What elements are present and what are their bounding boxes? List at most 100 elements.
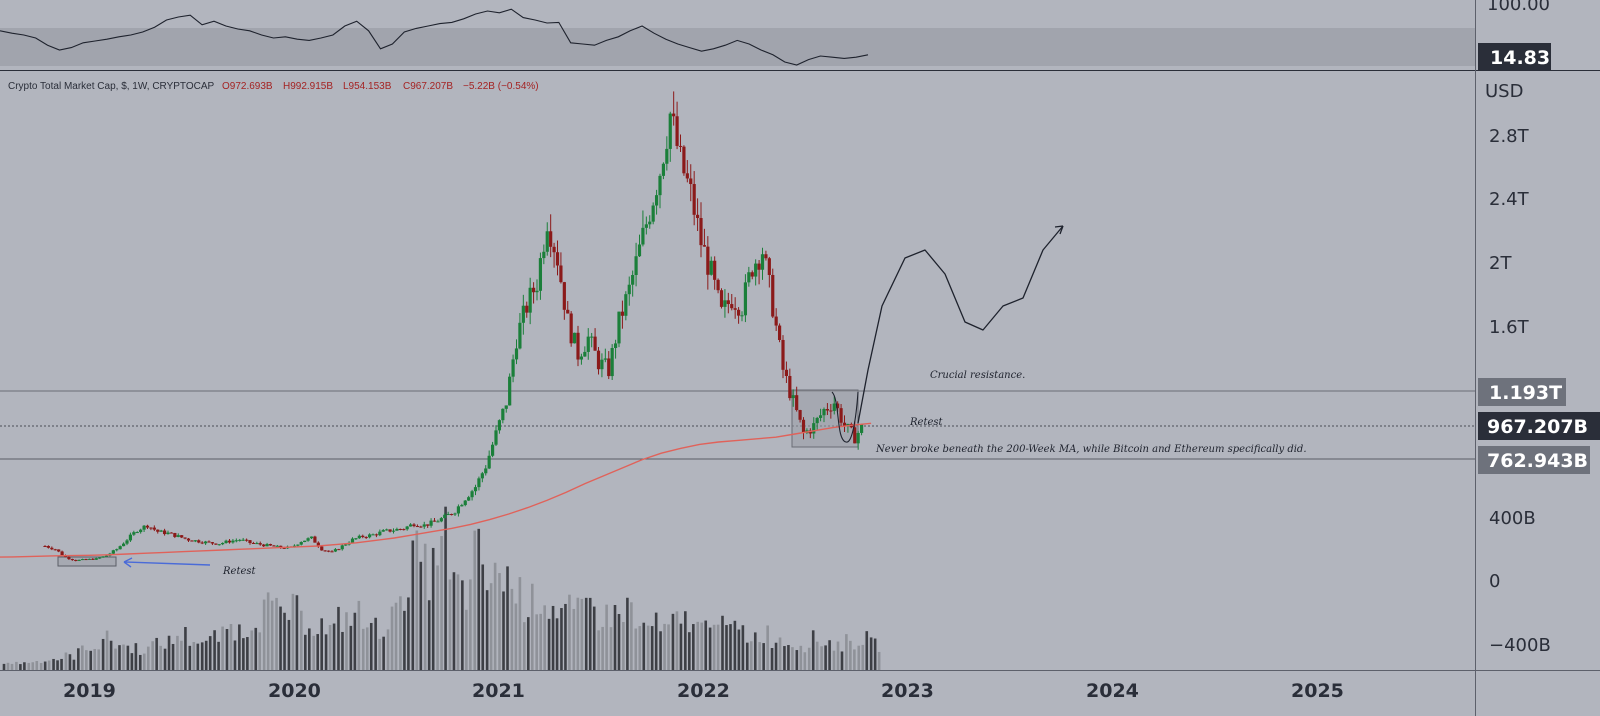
volume-bar xyxy=(275,597,278,670)
volume-bar xyxy=(469,579,472,670)
candle-body xyxy=(361,535,365,538)
volume-bar xyxy=(365,627,369,670)
candle-body xyxy=(279,545,283,548)
candle-body xyxy=(149,527,153,529)
volume-bar xyxy=(815,641,819,670)
volume-bar xyxy=(382,636,385,670)
candle-body xyxy=(613,343,618,349)
candle-body xyxy=(337,549,341,551)
volume-bar xyxy=(836,641,840,670)
volume-bar xyxy=(465,609,468,670)
candle-body xyxy=(80,559,85,561)
volume-bar xyxy=(564,603,567,670)
volume-bar xyxy=(23,662,26,670)
retest-arrow-head xyxy=(123,557,133,568)
candle-body xyxy=(743,282,748,316)
candle-body xyxy=(689,178,693,185)
candle-body xyxy=(234,540,238,542)
volume-bar xyxy=(411,540,415,670)
candle-body xyxy=(600,359,604,370)
candle-body xyxy=(497,420,502,431)
rsi-top-label: 100.00 xyxy=(1487,0,1550,15)
candle-body xyxy=(661,163,666,176)
volume-bar xyxy=(753,632,757,670)
volume-bar xyxy=(43,661,47,670)
candle-body xyxy=(702,245,707,247)
volume-bar xyxy=(361,628,365,670)
candle-body xyxy=(125,540,129,544)
candle-body xyxy=(292,545,297,547)
candle-body xyxy=(135,532,139,534)
candle-body xyxy=(836,403,840,409)
volume-bar xyxy=(332,623,336,670)
candle-body xyxy=(367,534,372,538)
candle-body xyxy=(624,294,628,316)
volume-bar xyxy=(543,605,546,670)
candle-body xyxy=(104,555,109,557)
candle-body xyxy=(856,432,860,444)
candle-body xyxy=(791,395,795,399)
candle-body xyxy=(408,524,413,527)
candle-body xyxy=(265,544,269,547)
candle-body xyxy=(637,244,642,257)
candle-body xyxy=(268,544,273,546)
candle-body xyxy=(374,534,379,536)
volume-bar xyxy=(167,635,171,670)
candle-body xyxy=(231,540,235,543)
candle-body xyxy=(665,148,669,164)
candle-body xyxy=(480,473,484,479)
candle-body xyxy=(552,246,556,253)
volume-bar xyxy=(733,620,737,670)
candle-body xyxy=(224,540,228,543)
x-tick-2021: 2021 xyxy=(472,680,525,702)
candle-body xyxy=(364,537,368,539)
volume-bar xyxy=(684,611,687,670)
candle-body xyxy=(764,254,768,259)
candle-body xyxy=(241,539,245,541)
candle-body xyxy=(531,287,536,293)
current-price-label: 967.207B xyxy=(1487,416,1588,438)
candle-body xyxy=(644,224,648,228)
volume-bar xyxy=(741,625,745,670)
volume-bar xyxy=(506,566,509,670)
support-label-badge xyxy=(1478,446,1590,474)
candle-body xyxy=(248,540,252,543)
volume-bar xyxy=(93,648,97,670)
candle-body xyxy=(842,422,847,427)
candle-body xyxy=(651,205,655,222)
volume-bar xyxy=(287,619,291,670)
volume-bar xyxy=(217,641,220,670)
volume-bar xyxy=(522,622,526,670)
candle-body xyxy=(316,542,320,547)
volume-bar xyxy=(712,624,716,670)
volume-bar xyxy=(452,572,456,670)
candle-body xyxy=(429,520,433,526)
candle-body xyxy=(713,260,717,280)
candle-body xyxy=(70,559,74,561)
rsi-layer xyxy=(0,8,869,66)
candle-body xyxy=(251,542,256,544)
volume-bar xyxy=(725,625,728,670)
volume-bar xyxy=(52,658,55,670)
volume-bar xyxy=(729,624,732,670)
candle-body xyxy=(217,544,221,546)
volume-bar xyxy=(832,650,836,670)
volume-bar xyxy=(493,562,497,670)
volume-bar xyxy=(551,605,555,670)
candle-body xyxy=(91,558,95,560)
volume-bar xyxy=(849,640,852,670)
volume-bar xyxy=(423,543,427,670)
volume-bar xyxy=(518,577,522,670)
candle-body xyxy=(771,274,775,317)
candle-body xyxy=(733,308,737,310)
volume-bar xyxy=(758,642,761,670)
candle-body xyxy=(419,526,423,528)
candle-body xyxy=(258,543,262,545)
volume-bar xyxy=(266,592,270,670)
volume-bar xyxy=(242,638,245,670)
volume-bar xyxy=(378,638,381,670)
volume-bar xyxy=(622,621,625,670)
candle-body xyxy=(132,532,136,535)
volume-bar xyxy=(15,661,18,670)
